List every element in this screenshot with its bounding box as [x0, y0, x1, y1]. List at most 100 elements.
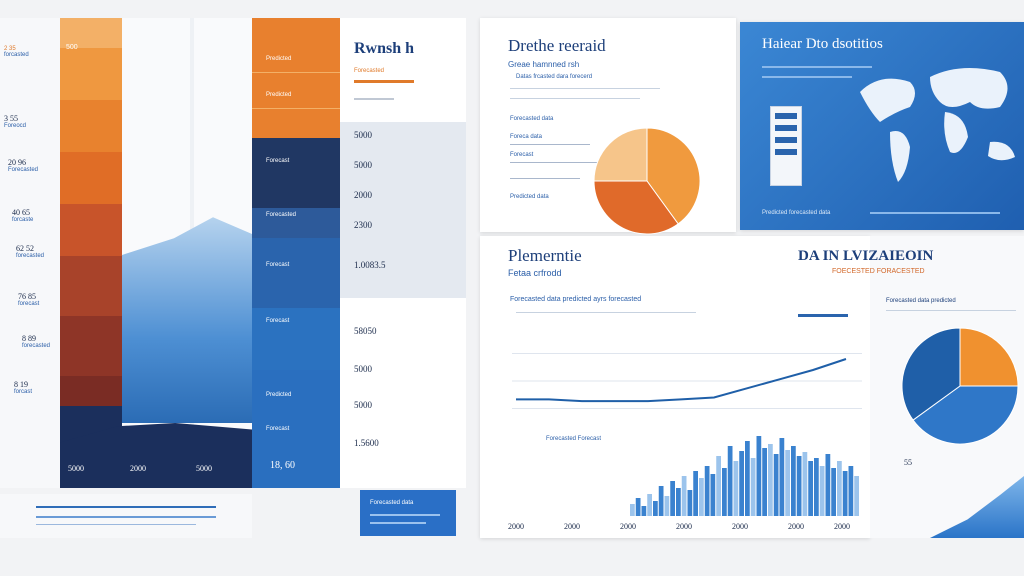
world-map-icon [860, 68, 1015, 182]
value-item: 58050 [354, 326, 377, 336]
line-series-forecast [516, 358, 847, 403]
top-report-title: Drethe reeraid [508, 36, 606, 55]
value-item: 5000 [354, 400, 372, 410]
hist-bar [756, 436, 762, 516]
hist-bar [733, 461, 739, 516]
side-label: 8 89 forecasted [22, 334, 51, 349]
viz-title: DA IN LVIZAIEOIN [798, 248, 934, 264]
value-panel: Rwnsh h Forecasted 5000 5000 2000 2300 1… [340, 18, 466, 488]
line-report-caption: Forecasted data predicted ayrs forecaste… [510, 296, 642, 303]
pie-slice [912, 385, 1019, 445]
hist-bar [727, 446, 733, 516]
hist-bar [739, 451, 744, 516]
legend-item: Predicted data [510, 194, 549, 200]
hist-bar [796, 456, 802, 516]
hist-bar [699, 478, 704, 516]
stacked-column [60, 18, 122, 488]
hist-bar [837, 461, 842, 516]
viz-card: DA IN LVIZAIEOIN FOECESTED FORACESTED Fo… [798, 236, 1024, 538]
pie-slice [901, 327, 961, 421]
pie-slice [646, 127, 701, 225]
side-label: 40 65 forcaste [12, 208, 34, 223]
left-bottom-strip [0, 494, 252, 538]
hist-label: Forecasted Forecast [546, 436, 602, 442]
bottom-label: 5000 [196, 464, 212, 473]
hist-bar [704, 466, 710, 516]
hist-bar [768, 444, 773, 516]
hist-bar [854, 476, 859, 516]
top-report-subtitle: Greae hamnned rsh [508, 60, 580, 69]
side-label: 62 52 forecasted [16, 244, 45, 259]
value-item: 2300 [354, 220, 372, 230]
value-panel-subtitle: Forecasted [354, 68, 385, 74]
top-pie-chart [593, 127, 701, 235]
side-labels: 2 35 forcasted 3 55 Foreocd 20 96 Foreca… [0, 18, 58, 488]
hist-bar [681, 476, 687, 516]
hist-bar [750, 458, 756, 516]
hist-bar [687, 490, 693, 516]
value-panel-footer: Forecasted data [360, 490, 456, 536]
hist-bar [693, 471, 698, 516]
viz-subtitle: FOECESTED FORACESTED [832, 268, 925, 275]
hist-bar [773, 454, 779, 516]
bottom-label: 5000 [68, 464, 84, 473]
pie-slice [959, 327, 1019, 387]
map-card-footer: Predicted forecasted data [762, 210, 831, 216]
hist-bar [647, 494, 652, 516]
hist-bar [635, 498, 641, 516]
value-item: 1.0083.5 [354, 260, 386, 270]
hist-bar [848, 466, 854, 516]
line-report-card: Plemerntie Fetaa crfrodd Forecasted data… [480, 236, 870, 538]
column-header: 500 [66, 44, 78, 51]
pie-value: 55 [904, 458, 912, 467]
bar-label: Forecast [266, 158, 290, 164]
side-label: 8 19 forcast [14, 380, 33, 395]
hist-bar [842, 471, 848, 516]
bar-label: Forecast [266, 318, 290, 324]
value-item: 5000 [354, 364, 372, 374]
hist-bar [710, 474, 716, 516]
hist-bar [745, 441, 750, 516]
side-label: 20 96 Forecasted [8, 158, 39, 173]
hist-bar [641, 506, 647, 516]
top-report-desc: Datas frcasted dara forecerd [516, 74, 593, 80]
value-item: 5000 [354, 130, 372, 140]
blue-wave [122, 217, 252, 423]
bar-label: Predicted [266, 92, 292, 98]
hist-bar [831, 468, 836, 516]
mid-bar-panel: Predicted Predicted Forecast Forecasted … [252, 18, 340, 488]
left-panel: 500 2 35 forcasted 3 55 Foreocd 20 96 Fo… [0, 18, 252, 488]
hist-bar [825, 454, 831, 516]
hist-bar [716, 456, 721, 516]
side-label: 76 85 forecast [18, 292, 40, 307]
hist-bar [664, 496, 670, 516]
map-card: Haiear Dto dsotitios Predicted forecaste… [740, 22, 1024, 230]
hist-bar [653, 501, 658, 516]
line-report-subtitle: Fetaa crfrodd [508, 268, 562, 278]
value-panel-title: Rwnsh h [354, 40, 415, 57]
bar-label: Predicted [266, 56, 292, 62]
side-label: 3 55 Foreocd [4, 114, 27, 129]
value-item: 1.5600 [354, 438, 379, 448]
hist-bar [722, 468, 727, 516]
bar-label: Forecasted [266, 212, 297, 218]
legend-item: Foreca data [510, 134, 543, 140]
hist-bar [779, 438, 785, 516]
legend-item: Forecast [510, 152, 534, 158]
bar-label: Forecast [266, 426, 290, 432]
bar-label: Forecast [266, 262, 290, 268]
map-card-title: Haiear Dto dsotitios [762, 36, 883, 52]
hist-bar [658, 486, 664, 516]
legend-title: Forecasted data [510, 116, 554, 122]
hist-bar [785, 450, 790, 516]
right-pie-chart [901, 327, 1019, 445]
histogram-chart [630, 436, 859, 516]
hist-bar [802, 452, 808, 516]
bottom-label: 2000 [130, 464, 146, 473]
bar-label: Predicted [266, 392, 292, 398]
area-wave [930, 476, 1024, 538]
value-item: 5000 [354, 160, 372, 170]
building-icon [770, 106, 802, 186]
mid-bottom-value: 18, 60 [270, 460, 295, 471]
